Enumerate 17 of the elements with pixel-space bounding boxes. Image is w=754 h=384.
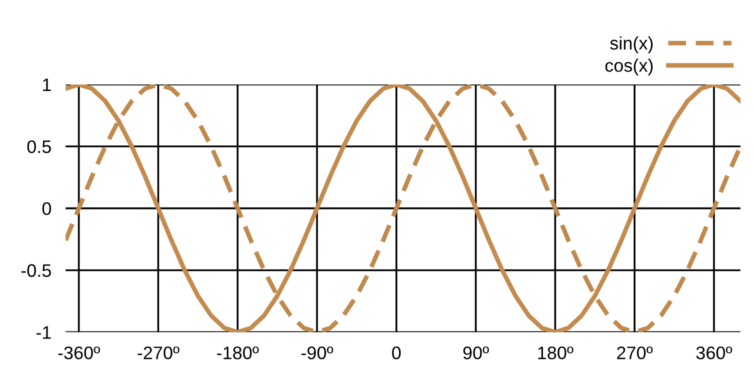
x-tick-label: 270º [617, 346, 653, 360]
y-tick-label: -0.5 [21, 264, 51, 277]
y-tick-label: -1 [36, 326, 51, 339]
y-tick-label: 1 [43, 78, 51, 92]
x-tick-label: 180º [538, 346, 574, 360]
legend-label: cos(x) [605, 58, 653, 76]
x-tick-label: 360º [696, 346, 732, 360]
y-tick-label: 0.5 [27, 140, 51, 154]
x-tick-label: 90º [463, 346, 489, 360]
x-tick-label: 0 [392, 346, 401, 360]
x-tick-label: -270º [138, 346, 180, 360]
y-tick-label: 0 [42, 202, 52, 216]
x-tick-label: -360º [58, 346, 100, 360]
x-tick-label: -180º [217, 346, 259, 360]
x-tick-label: -90º [301, 346, 334, 360]
legend-label: sin(x) [610, 36, 653, 54]
line-series [66, 84, 740, 332]
